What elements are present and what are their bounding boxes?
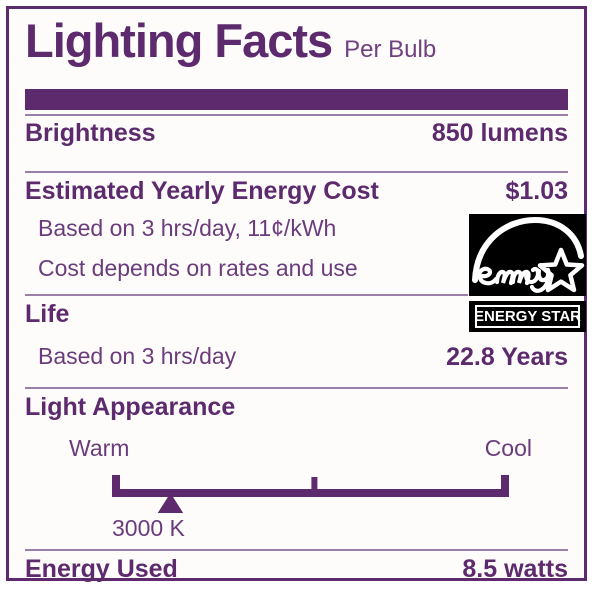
life-label: Life xyxy=(25,300,70,328)
color-temperature-scale xyxy=(99,471,519,515)
divider-brightness-top xyxy=(25,114,568,116)
divider-light-appearance-top xyxy=(25,387,568,389)
scale-tick-right xyxy=(501,475,509,491)
energy-star-wordmark-text: ENERGY STAR xyxy=(474,308,581,325)
scale-tick-left xyxy=(112,475,120,491)
energy-star-mark xyxy=(469,214,586,296)
life-value: 22.8 Years xyxy=(446,343,568,371)
color-temperature-marker xyxy=(156,493,185,515)
lighting-facts-label: Lighting Facts Per Bulb Brightness 850 l… xyxy=(6,6,587,583)
scale-bar xyxy=(112,489,509,497)
light-appearance-warm-label: Warm xyxy=(69,435,130,461)
brightness-value: 850 lumens xyxy=(431,119,568,147)
energy-cost-note-basis: Based on 3 hrs/day, 11¢/kWh xyxy=(38,215,337,241)
energy-used-label: Energy Used xyxy=(25,555,178,583)
divider-life-top xyxy=(25,294,468,296)
header-accent-bar xyxy=(25,89,568,110)
energy-star-wordmark-band: ENERGY STAR xyxy=(469,301,586,332)
divider-energy-used-top xyxy=(25,549,568,551)
brightness-label: Brightness xyxy=(25,119,156,147)
title-row: Lighting Facts Per Bulb xyxy=(25,17,436,64)
scale-tick-middle xyxy=(311,477,318,491)
energy-cost-label: Estimated Yearly Energy Cost xyxy=(25,177,379,205)
energy-cost-value: $1.03 xyxy=(505,177,568,205)
energy-star-wordmark-border: ENERGY STAR xyxy=(474,305,581,328)
color-temperature-value: 3000 K xyxy=(112,515,185,541)
energy-star-swoosh-star-icon xyxy=(472,216,585,293)
page-subtitle: Per Bulb xyxy=(344,36,437,63)
page-title: Lighting Facts xyxy=(25,14,333,67)
light-appearance-cool-label: Cool xyxy=(484,435,532,461)
light-appearance-label: Light Appearance xyxy=(25,393,236,421)
divider-energy-cost-top xyxy=(25,171,568,173)
label-header: Lighting Facts Per Bulb xyxy=(9,9,584,110)
energy-used-value: 8.5 watts xyxy=(462,555,568,583)
energy-cost-note-disclaimer: Cost depends on rates and use xyxy=(38,255,358,281)
life-note-basis: Based on 3 hrs/day xyxy=(38,343,237,369)
energy-star-logo: ENERGY STAR xyxy=(469,214,586,332)
